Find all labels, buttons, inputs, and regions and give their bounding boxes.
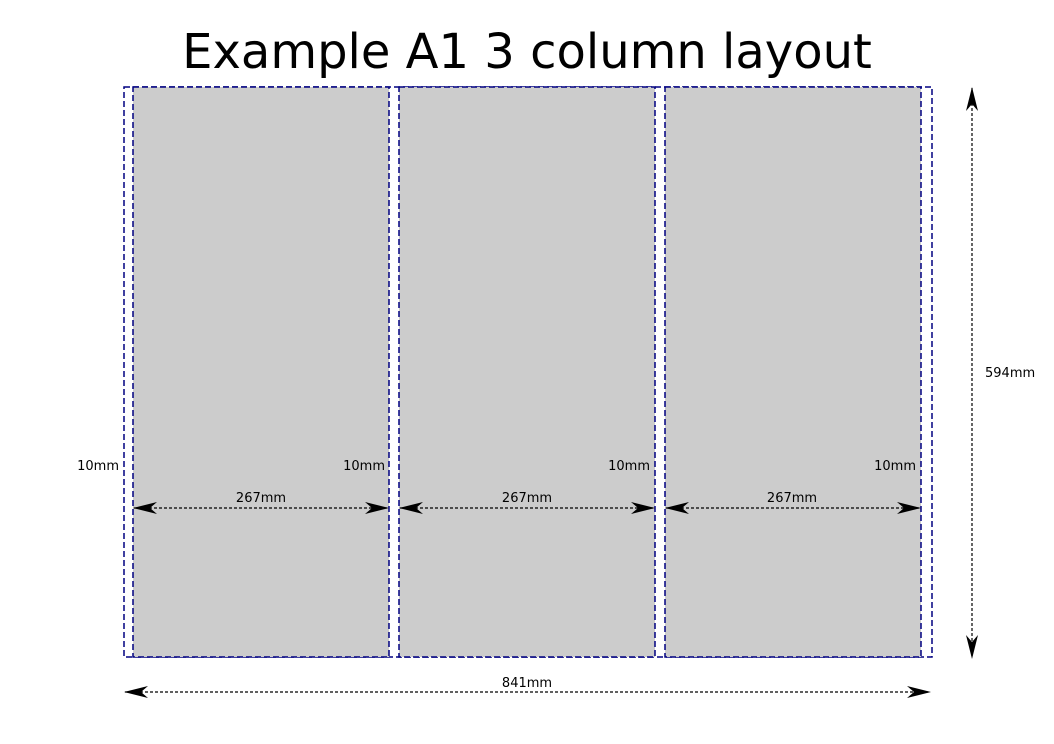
total-height-dimension: 594mm — [966, 87, 1035, 659]
column-2 — [398, 86, 656, 658]
gap-label-3: 10mm — [608, 459, 650, 474]
total-height-label: 594mm — [985, 366, 1035, 381]
gap-label-2: 10mm — [343, 459, 385, 474]
column-1-width-label: 267mm — [236, 491, 286, 506]
total-width-dimension: 841mm — [124, 676, 931, 698]
gap-label-1: 10mm — [77, 459, 119, 474]
column-3-area — [664, 86, 922, 658]
column-3-width-label: 267mm — [767, 491, 817, 506]
column-1-width-dimension: 267mm — [133, 491, 389, 514]
column-3-width-dimension: 267mm — [665, 491, 921, 514]
column-2-width-dimension: 267mm — [399, 491, 655, 514]
column-1 — [132, 86, 390, 658]
total-width-label: 841mm — [502, 676, 552, 691]
diagram-title: Example A1 3 column layout — [182, 24, 872, 80]
column-2-width-label: 267mm — [502, 491, 552, 506]
column-3 — [664, 86, 922, 658]
gap-label-4: 10mm — [874, 459, 916, 474]
column-1-area — [132, 86, 390, 658]
column-2-area — [398, 86, 656, 658]
